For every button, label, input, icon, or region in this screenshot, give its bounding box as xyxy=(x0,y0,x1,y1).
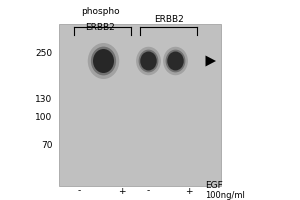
Ellipse shape xyxy=(136,47,161,75)
Ellipse shape xyxy=(93,49,114,73)
Ellipse shape xyxy=(166,50,185,72)
Ellipse shape xyxy=(88,43,119,79)
Ellipse shape xyxy=(91,47,116,75)
Text: -: - xyxy=(147,186,150,196)
Ellipse shape xyxy=(139,50,158,72)
Text: -: - xyxy=(78,186,81,196)
Text: ERBB2: ERBB2 xyxy=(154,15,184,24)
Bar xyxy=(58,24,220,186)
Text: 70: 70 xyxy=(41,140,52,149)
Text: 250: 250 xyxy=(35,48,52,58)
Text: ERBB2: ERBB2 xyxy=(85,23,116,32)
Ellipse shape xyxy=(140,51,157,71)
Text: 130: 130 xyxy=(35,96,52,104)
Text: 100: 100 xyxy=(35,114,52,122)
Text: phospho: phospho xyxy=(81,7,120,16)
Text: 100ng/ml: 100ng/ml xyxy=(206,190,245,200)
Polygon shape xyxy=(206,56,216,66)
Ellipse shape xyxy=(163,47,188,75)
Ellipse shape xyxy=(167,51,184,71)
Text: EGF: EGF xyxy=(206,180,223,190)
Text: +: + xyxy=(185,186,193,196)
Text: +: + xyxy=(118,186,125,196)
